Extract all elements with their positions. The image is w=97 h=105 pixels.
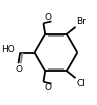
Text: O: O — [44, 83, 51, 92]
Text: Cl: Cl — [76, 79, 85, 88]
Text: Br: Br — [76, 17, 86, 26]
Text: HO: HO — [1, 45, 15, 54]
Text: O: O — [15, 65, 22, 74]
Text: O: O — [44, 13, 51, 22]
